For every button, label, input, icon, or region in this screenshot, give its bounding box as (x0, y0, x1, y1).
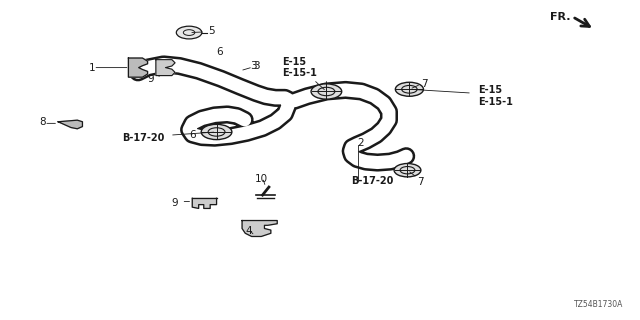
Text: 4: 4 (245, 226, 252, 236)
Text: FR.: FR. (550, 12, 570, 22)
Polygon shape (129, 58, 148, 77)
Text: 7: 7 (421, 78, 428, 89)
Text: 3: 3 (253, 61, 260, 71)
Text: 6: 6 (216, 47, 223, 57)
Text: 1: 1 (89, 63, 95, 73)
Polygon shape (192, 198, 216, 208)
Circle shape (201, 124, 232, 140)
Polygon shape (58, 120, 83, 129)
Text: 2: 2 (357, 139, 364, 148)
Text: 8: 8 (39, 117, 45, 127)
Text: 10: 10 (255, 174, 268, 184)
Text: E-15
E-15-1: E-15 E-15-1 (282, 57, 317, 78)
Polygon shape (156, 60, 175, 76)
Text: TZ54B1730A: TZ54B1730A (574, 300, 623, 309)
Text: B-17-20: B-17-20 (122, 133, 164, 143)
Text: 9: 9 (147, 74, 154, 84)
Polygon shape (242, 220, 277, 236)
Text: B-17-20: B-17-20 (351, 176, 393, 186)
Text: 7: 7 (417, 177, 424, 187)
Circle shape (396, 82, 424, 96)
Circle shape (311, 84, 342, 99)
Circle shape (176, 26, 202, 39)
Text: 6: 6 (189, 130, 196, 140)
Text: 5: 5 (208, 26, 215, 36)
Text: 3: 3 (250, 61, 257, 71)
Text: E-15
E-15-1: E-15 E-15-1 (478, 85, 513, 107)
Circle shape (394, 164, 421, 177)
Text: 9: 9 (172, 198, 178, 208)
